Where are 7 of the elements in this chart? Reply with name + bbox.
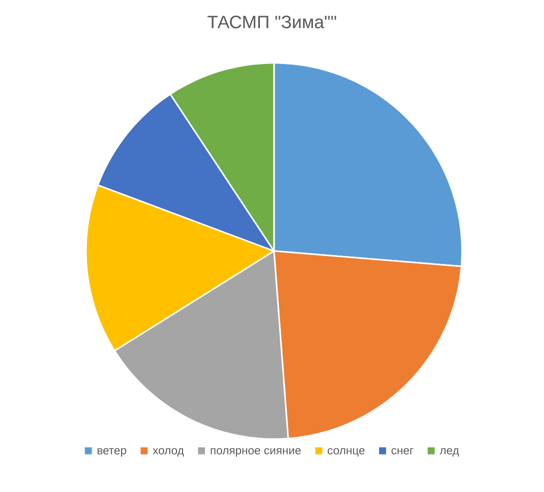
chart-title: ТАСМП "Зима"" [208,16,336,28]
legend-label: лед [440,448,459,457]
legend-label: холод [152,448,184,457]
legend-label: снег [392,448,414,454]
legend-label: солнце [328,448,365,457]
legend-label: ветер [98,448,126,457]
legend-label: полярное сияние [210,448,301,457]
